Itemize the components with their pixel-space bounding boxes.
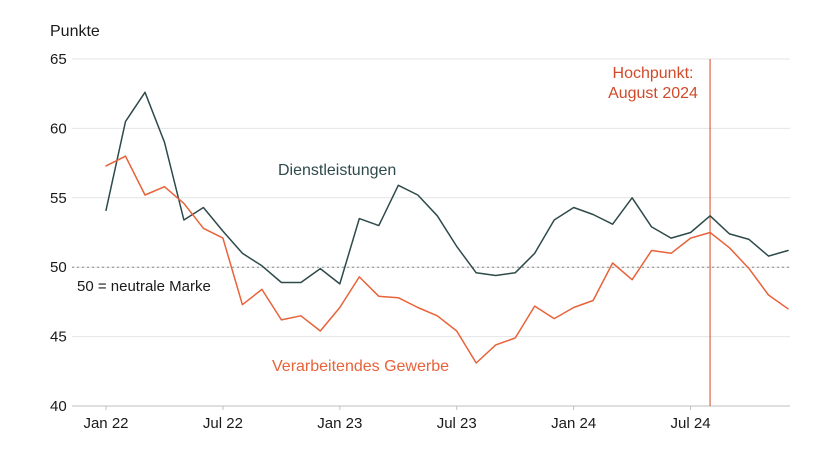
x-tick-label-jul-22: Jul 22: [203, 415, 243, 432]
peak-annotation-line-2: August 2024: [608, 85, 698, 102]
peak-annotation-line-1: Hochpunkt:: [613, 65, 694, 82]
x-tick-label-jan-22: Jan 22: [83, 415, 128, 432]
series-line-verarbeitendes-gewerbe: [105, 155, 789, 364]
x-tick-label-jul-23: Jul 23: [437, 415, 477, 432]
y-tick-label-40: 40: [50, 398, 67, 415]
series-line-dienstleistungen: [105, 91, 789, 285]
y-tick-label-60: 60: [50, 120, 67, 137]
y-tick-label-45: 45: [50, 329, 67, 346]
y-tick-label-50: 50: [50, 259, 67, 276]
x-tick-label-jan-24: Jan 24: [551, 415, 596, 432]
series-lines: [105, 91, 789, 364]
peak-annotation: Hochpunkt: August 2024: [608, 59, 711, 406]
x-tick-labels: Jan 22 Jul 22 Jan 23 Jul 23 Jan 24 Jul 24: [83, 406, 711, 432]
y-tick-labels: 40 45 50 55 60 65: [50, 51, 67, 415]
series-label-dienstleistungen: Dienstleistungen: [278, 162, 396, 179]
series-label-verarbeitendes-gewerbe: Verarbeitendes Gewerbe: [272, 358, 449, 375]
x-tick-label-jul-24: Jul 24: [671, 415, 711, 432]
y-tick-label-55: 55: [50, 190, 67, 207]
y-tick-label-65: 65: [50, 51, 67, 68]
neutral-reference-label-background: [74, 276, 226, 297]
gridlines: [72, 58, 790, 407]
reference-line-group: 50 = neutrale Marke: [72, 266, 790, 297]
neutral-reference-label: 50 = neutrale Marke: [77, 278, 211, 295]
y-axis-title: Punkte: [50, 23, 100, 40]
x-tick-label-jan-23: Jan 23: [317, 415, 362, 432]
